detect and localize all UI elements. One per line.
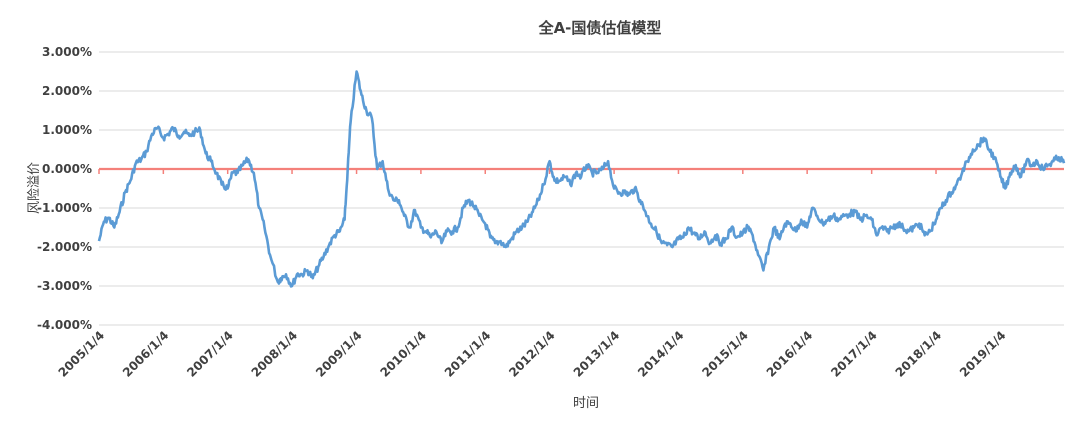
y-tick-label: -1.000% (37, 201, 92, 215)
x-tick-label: 2007/1/4 (184, 328, 236, 380)
y-tick-label: -2.000% (37, 240, 92, 254)
x-axis-title: 时间 (573, 396, 599, 411)
y-tick-label: 2.000% (42, 84, 92, 98)
y-axis-title: 风险溢价 (27, 162, 42, 214)
chart-title: 全A-国债估值模型 (538, 19, 662, 37)
x-tick-label: 2017/1/4 (828, 328, 880, 380)
y-tick-label: 3.000% (42, 45, 92, 59)
grid-layer (99, 51, 1064, 326)
x-tick-label: 2010/1/4 (377, 328, 429, 380)
y-tick-label: -3.000% (37, 279, 92, 293)
x-tick-label: 2015/1/4 (699, 328, 751, 380)
x-tick-label: 2018/1/4 (893, 328, 945, 380)
x-tick-label: 2013/1/4 (571, 328, 623, 380)
y-tick-label: 1.000% (42, 123, 92, 137)
zero-line-layer (98, 167, 1064, 174)
x-tick-label: 2016/1/4 (764, 328, 816, 380)
series-layer (97, 70, 1066, 288)
x-tick-label: 2009/1/4 (313, 328, 365, 380)
series-line (97, 70, 1066, 288)
x-tick-label: 2011/1/4 (442, 328, 494, 380)
x-tick-label: 2014/1/4 (635, 328, 687, 380)
x-tick-label: 2006/1/4 (120, 328, 172, 380)
x-tick-label: 2012/1/4 (506, 328, 558, 380)
y-axis-ticks: 3.000% 2.000% 1.000% 0.000% -1.000% -2.000% -3… (37, 45, 92, 332)
x-axis-ticks: 2005/1/4 2006/1/4 2007/1/4 2008/1/4 2009/1/4… (56, 328, 1009, 380)
y-tick-label: 0.000% (42, 162, 92, 176)
y-tick-label: -4.000% (37, 318, 92, 332)
x-tick-label: 2008/1/4 (249, 328, 301, 380)
x-tick-label: 2019/1/4 (957, 328, 1009, 380)
x-tick-label: 2005/1/4 (56, 328, 108, 380)
